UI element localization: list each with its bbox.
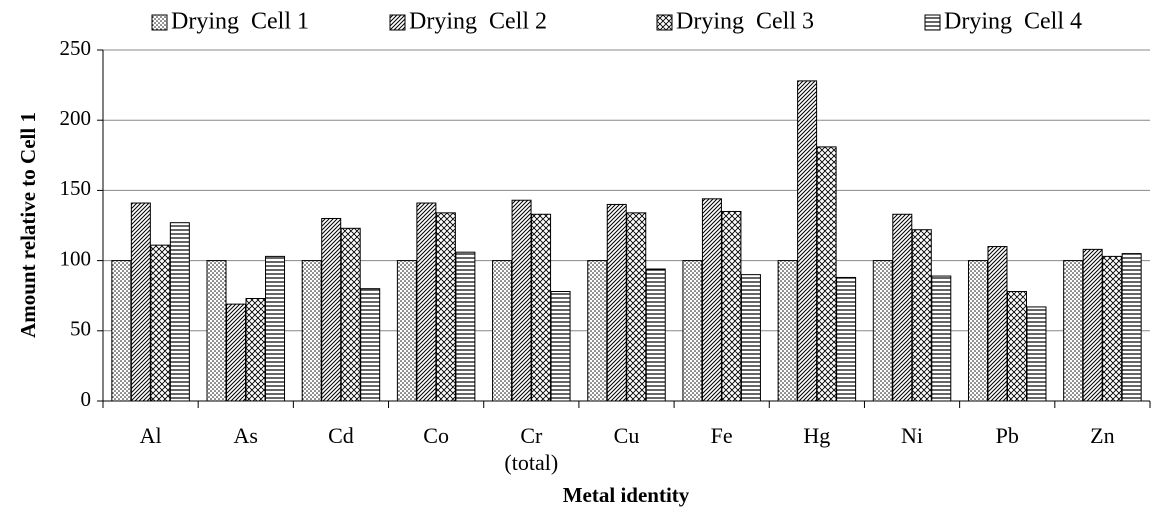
bar [701,198,722,402]
x-tick-label: Ni [901,423,924,448]
y-tick-label: 200 [60,106,92,130]
legend-swatch [656,14,673,31]
y-tick-label: 0 [81,387,92,411]
bar [836,276,857,402]
y-tick-label: 150 [60,176,92,200]
x-tick-label: Pb [995,423,1019,448]
bar [892,213,913,402]
legend-label: Drying Cell 4 [944,9,1082,35]
bar [531,213,552,402]
x-tick-label: As [233,423,258,448]
x-tick-label: Hg [803,423,831,448]
bar [797,80,818,402]
bar [206,260,227,402]
bar [1121,253,1142,402]
bar [340,227,361,402]
bar [396,260,417,402]
bar [777,260,798,402]
x-tick-label: Cu [613,423,640,448]
bar [626,212,647,402]
bar [492,260,513,402]
bar [416,202,437,402]
bar [1006,290,1027,402]
x-tick-label: Cr (total) [504,423,559,475]
y-tick-label: 250 [60,36,92,60]
bar [1082,248,1103,402]
legend-label: Drying Cell 1 [171,9,309,35]
x-tick-label: Co [423,423,449,448]
bar [455,251,476,402]
x-axis-title: Metal identity [563,483,690,507]
bar [816,146,837,402]
bar [150,244,171,402]
bar [872,260,893,402]
x-tick-label: Al [139,423,162,448]
x-tick-label: Cd [328,423,354,448]
bar [587,260,608,402]
bar [682,260,703,402]
legend-label: Drying Cell 2 [409,9,547,35]
bar [721,210,742,402]
bar [987,246,1008,402]
bar [435,212,456,402]
y-tick-label: 100 [60,246,92,270]
y-tick-label: 50 [70,317,91,341]
bar [511,199,532,402]
legend-label: Drying Cell 3 [676,9,814,35]
bar [265,255,286,402]
bar [911,229,932,402]
bar [1102,255,1123,402]
bar [1026,306,1047,402]
bar [245,298,266,402]
legend-swatch [924,14,941,31]
bar [226,303,247,402]
x-tick-label: Zn [1090,423,1115,448]
bar [360,288,381,402]
bar [967,260,988,402]
legend-swatch [151,14,168,31]
bar [740,274,761,402]
bar [931,275,952,402]
x-tick-label: Fe [710,423,733,448]
bar [645,268,666,402]
bar [606,203,627,402]
bar [550,290,571,402]
bar [1063,260,1084,402]
bar [301,260,322,402]
bar [111,260,132,402]
legend-swatch [389,14,406,31]
bar [321,217,342,402]
y-axis-title: Amount relative to Cell 1 [16,112,40,338]
bar [130,202,151,402]
bar [169,222,190,402]
